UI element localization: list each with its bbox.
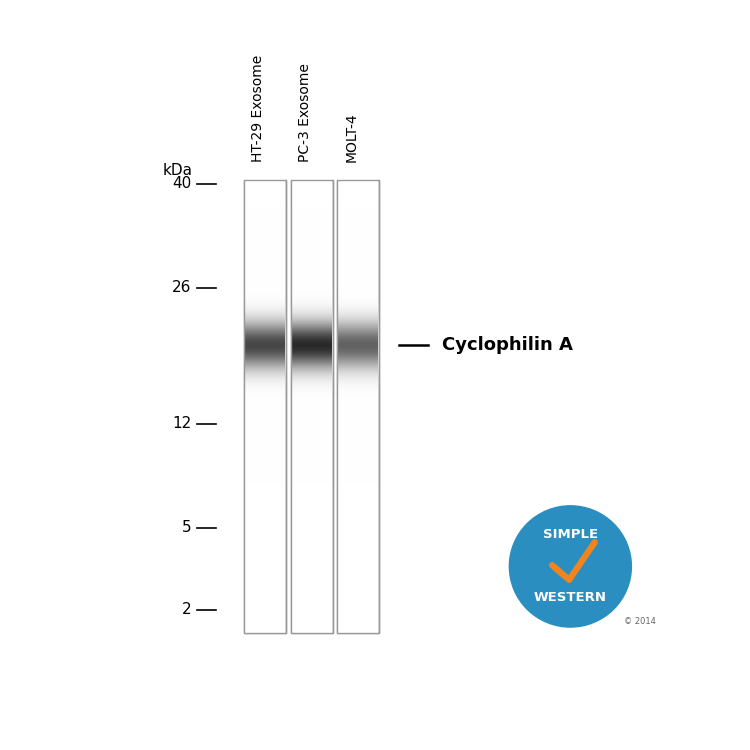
Text: PC-3 Exosome: PC-3 Exosome [298,63,312,162]
Bar [338,179,380,633]
Bar [244,179,286,633]
Text: 12: 12 [172,416,191,431]
Circle shape [509,506,632,627]
Text: 40: 40 [172,176,191,191]
Text: kDa: kDa [163,164,193,178]
Bar [244,179,286,633]
Bar [291,179,333,633]
Text: 5: 5 [182,520,191,536]
Text: Cyclophilin A: Cyclophilin A [442,336,573,354]
Text: SIMPLE: SIMPLE [543,529,598,542]
Bar [338,179,380,633]
Text: © 2014: © 2014 [624,616,656,626]
Text: WESTERN: WESTERN [534,592,607,604]
Bar [291,179,333,633]
Text: 26: 26 [172,280,191,295]
Text: HT-29 Exosome: HT-29 Exosome [251,55,266,162]
Text: MOLT-4: MOLT-4 [344,112,358,162]
Text: 2: 2 [182,602,191,617]
